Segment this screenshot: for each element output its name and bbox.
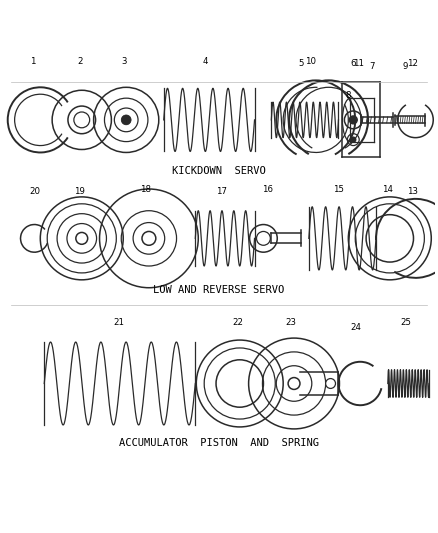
Text: 5: 5 (298, 59, 304, 68)
Circle shape (121, 115, 131, 125)
Text: 10: 10 (305, 56, 316, 66)
Text: 23: 23 (286, 318, 297, 327)
Text: 9: 9 (403, 61, 408, 70)
Text: 15: 15 (333, 185, 344, 194)
Text: 14: 14 (382, 185, 393, 194)
Text: 18: 18 (141, 185, 152, 194)
Text: 20: 20 (29, 187, 40, 196)
Text: 25: 25 (400, 318, 411, 327)
Circle shape (325, 378, 336, 389)
Text: 22: 22 (232, 318, 243, 327)
Text: 11: 11 (353, 59, 364, 68)
Text: 24: 24 (351, 323, 362, 332)
Circle shape (350, 116, 357, 124)
Text: ACCUMULATOR  PISTON  AND  SPRING: ACCUMULATOR PISTON AND SPRING (119, 438, 319, 448)
Text: 8: 8 (346, 91, 351, 100)
Text: LOW AND REVERSE SERVO: LOW AND REVERSE SERVO (153, 285, 285, 295)
Text: 21: 21 (114, 318, 125, 327)
Text: 2: 2 (77, 56, 82, 66)
Text: 13: 13 (407, 187, 418, 196)
Text: 16: 16 (262, 185, 273, 194)
Text: 12: 12 (407, 59, 418, 68)
Text: 3: 3 (121, 56, 127, 66)
Text: 4: 4 (202, 56, 208, 66)
Text: 17: 17 (216, 187, 227, 196)
Text: 19: 19 (74, 187, 85, 196)
Text: 6: 6 (350, 59, 356, 68)
Circle shape (351, 137, 356, 142)
Text: 1: 1 (30, 56, 35, 66)
Text: KICKDOWN  SERVO: KICKDOWN SERVO (172, 166, 266, 176)
Text: 7: 7 (369, 61, 375, 70)
